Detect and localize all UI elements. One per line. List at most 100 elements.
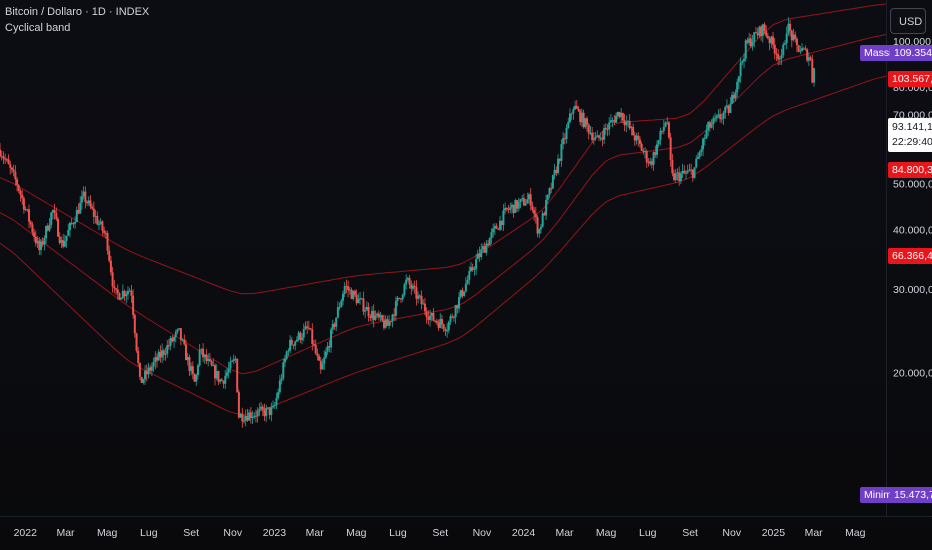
candle-body bbox=[570, 113, 573, 115]
candle-body bbox=[326, 346, 329, 352]
candle-body bbox=[601, 137, 604, 140]
candle-body bbox=[510, 204, 513, 208]
candle-body bbox=[277, 392, 280, 398]
candle-body bbox=[186, 357, 189, 361]
candle-body bbox=[14, 171, 17, 180]
candle-body bbox=[144, 370, 147, 380]
candle-body bbox=[239, 413, 242, 418]
candle-body bbox=[768, 38, 771, 44]
lower-band-badge: 66.366,40 bbox=[888, 248, 932, 264]
candle-body bbox=[640, 143, 643, 151]
candle-body bbox=[563, 138, 566, 140]
candle-body bbox=[553, 169, 556, 175]
candle-body bbox=[432, 312, 435, 321]
candle-body bbox=[217, 370, 220, 382]
candle-body bbox=[306, 326, 309, 328]
candle-body bbox=[435, 320, 438, 323]
candle-body bbox=[147, 367, 150, 375]
candle-body bbox=[225, 372, 228, 376]
candle-body bbox=[739, 62, 742, 77]
candle-body bbox=[181, 339, 184, 341]
candle-body bbox=[75, 209, 78, 223]
candle-body bbox=[343, 286, 346, 294]
candle-body bbox=[113, 286, 116, 289]
candle-body bbox=[488, 237, 491, 246]
candle-body bbox=[493, 225, 496, 229]
candle-body bbox=[531, 205, 534, 211]
x-tick-label: Mag bbox=[97, 527, 118, 539]
candle-body bbox=[649, 161, 652, 164]
candle-body bbox=[149, 367, 152, 371]
candle-body bbox=[647, 162, 650, 164]
candle-body bbox=[417, 295, 420, 299]
candle-body bbox=[476, 253, 479, 260]
candle-body bbox=[394, 301, 397, 316]
candle-body bbox=[365, 306, 368, 311]
candle-body bbox=[584, 118, 587, 128]
candle-body bbox=[577, 108, 580, 111]
candle-body bbox=[440, 318, 443, 325]
candle-body bbox=[111, 272, 114, 287]
candle-body bbox=[237, 392, 240, 418]
candle-body bbox=[22, 198, 25, 210]
price-axis-divider bbox=[886, 0, 887, 516]
candle-body bbox=[31, 224, 34, 233]
currency-button[interactable]: USD bbox=[890, 8, 926, 34]
candle-body bbox=[596, 135, 599, 137]
candle-body bbox=[490, 232, 493, 238]
candle-body bbox=[795, 38, 798, 46]
candle-body bbox=[678, 172, 681, 181]
candle-body bbox=[633, 135, 636, 141]
candle-body bbox=[62, 240, 65, 247]
candle-body bbox=[248, 412, 251, 421]
symbol-title[interactable]: Bitcoin / Dollaro · 1D · INDEX bbox=[5, 6, 150, 18]
candle-body bbox=[787, 23, 790, 34]
last-price-badge: 93.141,11 22:29:40 bbox=[888, 118, 932, 152]
candle-body bbox=[103, 230, 106, 233]
candle-body bbox=[200, 348, 203, 350]
candle-body bbox=[434, 320, 437, 322]
candle-body bbox=[299, 332, 302, 341]
candle-body bbox=[142, 379, 145, 383]
candle-body bbox=[497, 228, 500, 230]
candle-body bbox=[785, 33, 788, 44]
candle-body bbox=[101, 221, 104, 231]
candle-body bbox=[128, 290, 131, 292]
candle-body bbox=[586, 118, 589, 125]
candle-body bbox=[806, 49, 809, 61]
candle-body bbox=[498, 220, 501, 230]
candle-body bbox=[778, 58, 781, 60]
candle-body bbox=[717, 114, 720, 116]
candle-body bbox=[331, 323, 334, 330]
candle-body bbox=[212, 365, 215, 367]
x-tick-label: Mag bbox=[845, 527, 866, 539]
indicator-name[interactable]: Cyclical band bbox=[5, 22, 71, 34]
candle-body bbox=[748, 38, 751, 43]
candle-body bbox=[336, 307, 339, 318]
time-axis[interactable]: 2022 Mar Mag Lug Set Nov 2023 Mar Mag Lug Set Nov 20… bbox=[14, 527, 866, 539]
candle-body bbox=[191, 366, 194, 374]
candle-body bbox=[558, 158, 561, 161]
x-tick-label: Lug bbox=[389, 527, 407, 539]
candle-body bbox=[691, 169, 694, 178]
candle-body bbox=[789, 23, 792, 31]
candle-body bbox=[178, 328, 181, 330]
candle-body bbox=[400, 298, 403, 300]
candle-body bbox=[309, 328, 312, 330]
candle-body bbox=[737, 76, 740, 82]
candle-body bbox=[132, 295, 135, 315]
candle-body bbox=[77, 209, 80, 214]
x-tick-label: Set bbox=[432, 527, 448, 539]
candle-body bbox=[152, 362, 155, 367]
candle-body bbox=[347, 286, 350, 291]
candle-body bbox=[642, 150, 645, 152]
price-axis[interactable]: 20.000,0030.000,0040.000,0050.000,0060.0… bbox=[893, 36, 932, 379]
candle-body bbox=[137, 350, 140, 363]
candle-body bbox=[130, 290, 133, 296]
candle-body bbox=[72, 223, 75, 225]
candle-body bbox=[471, 267, 474, 270]
candle-body bbox=[68, 223, 71, 231]
candle-body bbox=[655, 144, 658, 155]
candle-body bbox=[594, 136, 597, 139]
